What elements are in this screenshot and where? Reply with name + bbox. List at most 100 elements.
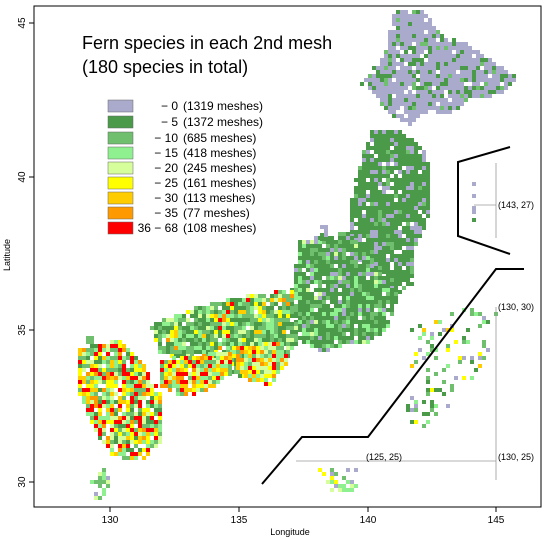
mesh-cell-hokkaido-170	[392, 58, 396, 62]
mesh-cell-kyushu-135	[98, 380, 102, 384]
mesh-cell-west-honshu-279	[202, 334, 206, 338]
mesh-cell-kyushu-31	[114, 352, 118, 356]
mesh-cell-hokkaido-468	[460, 94, 464, 98]
mesh-cell-shikoku-124	[176, 384, 180, 388]
mesh-cell-tohoku-319	[406, 210, 410, 214]
mesh-cell-hokkaido-216	[476, 62, 480, 66]
mesh-cell-tohoku-144	[422, 170, 426, 174]
mesh-cell-hokkaido-207	[440, 62, 444, 66]
mesh-cell-ryukyu-2	[450, 312, 454, 316]
mesh-cell-chubu-355	[302, 308, 306, 312]
mesh-cell-tohoku-421	[382, 234, 386, 238]
mesh-cell-hokkaido-51	[416, 30, 420, 34]
mesh-cell-west-honshu-277	[194, 334, 198, 338]
mesh-cell-kyushu-351	[110, 432, 114, 436]
mesh-cell-tohoku-504	[374, 258, 378, 262]
mesh-cell-kii-96	[260, 374, 264, 378]
mesh-cell-chubu-84	[346, 256, 350, 260]
mesh-cell-chubu-211	[306, 284, 310, 288]
mesh-cell-shikoku-66	[208, 368, 212, 372]
mesh-cell-tohoku-425	[398, 234, 402, 238]
mesh-cell-hokkaido-375	[452, 82, 456, 86]
mesh-cell-west-honshu-197	[154, 326, 158, 330]
mesh-cell-shikoku-142	[176, 392, 180, 396]
mesh-cell-chubu-67	[338, 252, 342, 256]
mesh-cell-kyushu-307	[118, 420, 122, 424]
mesh-cell-kii-60	[248, 362, 252, 366]
mesh-cell-ryukyu-34	[482, 344, 486, 348]
mesh-cell-west-honshu-324	[246, 338, 250, 342]
mesh-cell-west-honshu-280	[206, 334, 210, 338]
mesh-cell-tohoku-269	[358, 202, 362, 206]
mesh-cell-tohoku-325	[354, 214, 358, 218]
mesh-cell-chubu-42	[298, 248, 302, 252]
mesh-cell-hokkaido-474	[484, 94, 488, 98]
mesh-cell-west-honshu-352	[226, 342, 230, 346]
mesh-cell-kyushu-121	[114, 376, 118, 380]
mesh-cell-west-honshu-56	[214, 306, 218, 310]
mesh-cell-ryukyu-24	[418, 336, 422, 340]
mesh-cell-west-honshu-138	[198, 318, 202, 322]
mesh-cell-chubu-37	[342, 244, 346, 248]
mesh-cell-west-honshu-204	[182, 326, 186, 330]
mesh-cell-hokkaido-269	[452, 70, 456, 74]
mesh-cell-chubu-375	[390, 308, 394, 312]
mesh-cell-tohoku-35	[398, 142, 402, 146]
mesh-cell-chubu-429	[326, 320, 330, 324]
mesh-cell-kyushu-37	[86, 356, 90, 360]
mesh-cell-tsushima-0	[86, 336, 90, 340]
mesh-cell-kyushu-365	[106, 436, 110, 440]
mesh-cell-kyushu-134	[94, 380, 98, 384]
map-title-line-2: (180 species in total)	[82, 57, 248, 77]
mesh-cell-west-honshu-272	[174, 334, 178, 338]
mesh-cell-west-honshu-187	[262, 322, 266, 326]
mesh-cell-shikoku-60	[180, 368, 184, 372]
mesh-cell-chubu-456	[342, 324, 346, 328]
mesh-cell-hokkaido-339	[456, 78, 460, 82]
mesh-cell-tohoku-278	[398, 202, 402, 206]
mesh-cell-tohoku-23	[394, 138, 398, 142]
mesh-cell-ryukyu-18	[446, 328, 450, 332]
mesh-cell-west-honshu-198	[158, 326, 162, 330]
mesh-cell-shikoku-95	[180, 376, 184, 380]
mesh-cell-hokkaido-215	[472, 62, 476, 66]
mesh-cell-hokkaido-556	[412, 118, 416, 122]
mesh-cell-hokkaido-114	[432, 46, 436, 50]
mesh-cell-west-honshu-303	[154, 338, 158, 342]
mesh-cell-kyushu-162	[154, 384, 158, 388]
mesh-cell-chubu-210	[302, 284, 306, 288]
mesh-cell-shikoku-67	[212, 368, 216, 372]
mesh-cell-ryukyu-23	[438, 332, 442, 336]
mesh-cell-west-honshu-76	[194, 310, 198, 314]
mesh-cell-tohoku-199	[366, 186, 370, 190]
mesh-cell-hokkaido-34	[396, 26, 400, 30]
mesh-cell-hokkaido-37	[408, 26, 412, 30]
mesh-cell-chubu-108	[298, 264, 302, 268]
mesh-cell-chubu-506	[374, 332, 378, 336]
mesh-cell-west-honshu-294	[262, 334, 266, 338]
mesh-cell-chubu-364	[342, 308, 346, 312]
mesh-cell-hokkaido-168	[384, 58, 388, 62]
mesh-cell-hokkaido-55	[436, 30, 440, 34]
mesh-cell-chubu-450	[318, 324, 322, 328]
mesh-cell-west-honshu-21	[250, 298, 254, 302]
mesh-cell-hokkaido-411	[476, 86, 480, 90]
mesh-cell-chubu-291	[346, 296, 350, 300]
mesh-cell-kyushu-227	[122, 400, 126, 404]
mesh-cell-hokkaido-59	[400, 34, 404, 38]
mesh-cell-west-honshu-191	[278, 322, 282, 326]
mesh-cell-hokkaido-125	[388, 50, 392, 54]
legend-swatch-6	[107, 191, 134, 205]
mesh-cell-shikoku-10	[192, 356, 196, 360]
mesh-cell-chubu-269	[358, 292, 362, 296]
mesh-cell-kyushu-278	[142, 412, 146, 416]
mesh-cell-kyushu-123	[122, 376, 126, 380]
mesh-cell-chubu-324	[378, 300, 382, 304]
mesh-cell-kii-2	[272, 342, 276, 346]
mesh-cell-hokkaido-415	[492, 86, 496, 90]
mesh-cell-west-honshu-305	[166, 338, 170, 342]
mesh-cell-shikoku-131	[208, 384, 212, 388]
mesh-cell-tohoku-103	[386, 162, 390, 166]
mesh-cell-tohoku-461	[414, 242, 418, 246]
